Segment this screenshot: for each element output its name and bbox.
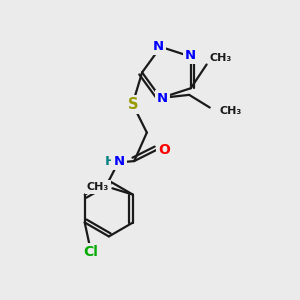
Text: N: N [185,49,196,62]
Text: O: O [158,143,170,157]
Text: H: H [105,154,116,168]
Text: CH₃: CH₃ [87,182,109,192]
Text: N: N [153,40,164,53]
Text: CH₃: CH₃ [210,52,232,62]
Text: CH₃: CH₃ [219,106,242,116]
Text: Cl: Cl [84,244,98,259]
Text: S: S [128,97,139,112]
Text: N: N [113,154,124,168]
Text: N: N [157,92,168,106]
